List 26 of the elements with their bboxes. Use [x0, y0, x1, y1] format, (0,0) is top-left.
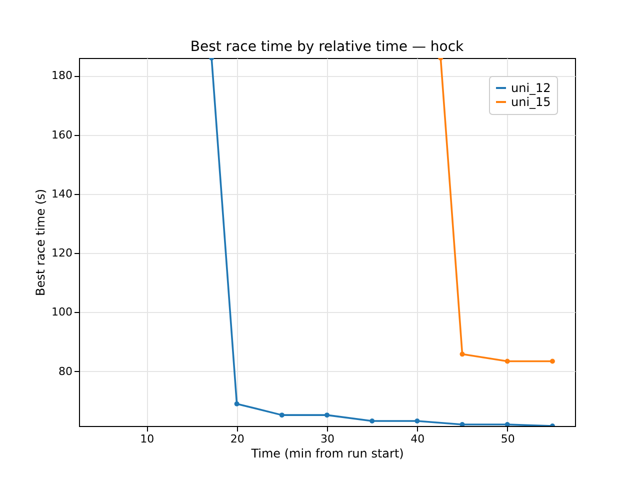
x-tick-label: 10	[140, 432, 154, 446]
y-axis-title: Best race time (s)	[34, 188, 48, 296]
chart-title: Best race time by relative time — hock	[190, 39, 465, 55]
point	[460, 352, 465, 357]
point	[414, 418, 420, 424]
x-tick-label: 30	[320, 432, 334, 446]
y-tick-label: 120	[52, 246, 72, 260]
point	[370, 418, 375, 424]
y-tick-label: 180	[52, 69, 72, 82]
y-tick-label: 160	[52, 128, 72, 142]
x-tick-label: 40	[410, 432, 425, 446]
point	[504, 358, 510, 364]
legend-label: uni_15	[511, 95, 551, 109]
point	[504, 422, 510, 426]
legend-label: uni_12	[511, 81, 551, 95]
x-tick-label: 50	[500, 432, 515, 446]
y-tick-label: 140	[52, 187, 72, 200]
x-axis-title: Time (min from run start)	[250, 446, 404, 460]
y-tick-label: 80	[58, 364, 72, 378]
point	[324, 412, 330, 418]
point	[279, 412, 284, 418]
x-tick-label: 20	[230, 432, 244, 446]
point	[460, 422, 465, 426]
point	[234, 401, 240, 406]
y-tick-label: 100	[52, 306, 72, 319]
point	[550, 358, 555, 364]
